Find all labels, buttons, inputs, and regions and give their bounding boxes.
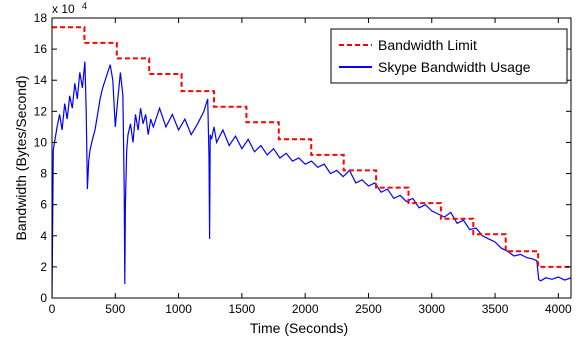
y-multiplier-base: x 10 [52, 2, 75, 16]
legend-label-bandwidth-limit: Bandwidth Limit [378, 37, 477, 53]
x-tick-label: 0 [49, 302, 56, 316]
y-tick-label: 6 [40, 198, 47, 212]
x-tick-label: 1000 [165, 302, 192, 316]
x-axis-label: Time (Seconds) [250, 320, 348, 336]
legend: Bandwidth Limit Skype Bandwidth Usage [330, 28, 568, 84]
x-tick-label: 500 [105, 302, 125, 316]
plot-frame [51, 17, 572, 299]
y-tick-label: 14 [34, 73, 48, 87]
y-tick-label: 8 [40, 167, 47, 181]
legend-box [330, 28, 568, 84]
x-tick-label: 3000 [418, 302, 445, 316]
y-tick-label: 12 [34, 104, 48, 118]
series-layer [52, 26, 571, 298]
y-tick-label: 16 [34, 42, 48, 56]
y-multiplier-exponent: 4 [82, 1, 87, 11]
y-tick-label: 18 [34, 11, 48, 25]
y-tick-label: 10 [34, 135, 48, 149]
y-tick-label: 2 [40, 260, 47, 274]
y-axis-label: Bandwidth (Bytes/Second) [13, 76, 29, 241]
series-line-skype-usage [52, 61, 571, 298]
x-tick-label: 2000 [292, 302, 319, 316]
x-tick-label: 4000 [545, 302, 572, 316]
ticks-layer: 0 500 1000 1500 2000 2500 3000 3500 4000 0 2 4 6 8 10 1… [34, 11, 572, 316]
y-tick-label: 4 [40, 229, 47, 243]
legend-label-skype-usage: Skype Bandwidth Usage [378, 59, 531, 75]
y-tick-label: 0 [40, 291, 47, 305]
x-tick-label: 3500 [482, 302, 509, 316]
x-tick-label: 2500 [355, 302, 382, 316]
x-tick-label: 1500 [229, 302, 256, 316]
series-line-bandwidth-limit [52, 26, 571, 268]
